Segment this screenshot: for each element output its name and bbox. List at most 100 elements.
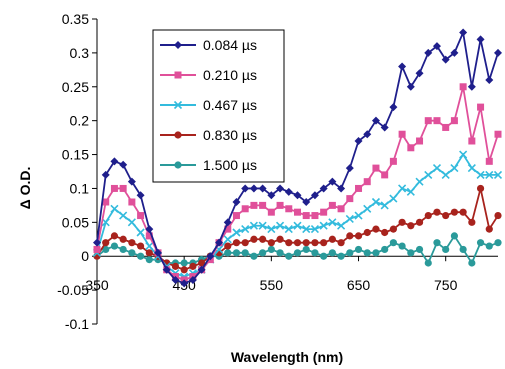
series-0-point [432, 42, 441, 51]
series-4-point [381, 245, 389, 254]
series-3-point [189, 262, 197, 270]
series-1-point [450, 117, 458, 125]
series-0-point [467, 82, 476, 91]
series-2-point [328, 218, 337, 227]
series-0-point [267, 191, 276, 200]
series-0-point [145, 225, 154, 234]
series-3-point [424, 211, 432, 220]
series-0-point [371, 116, 380, 125]
series-4-point [485, 242, 493, 250]
x-tick-label: 750 [434, 277, 458, 293]
series-2-point [293, 221, 302, 230]
series-0-point [476, 35, 485, 44]
series-0-point [232, 198, 241, 206]
series-2-point [101, 218, 110, 227]
series-2-point [459, 150, 468, 159]
legend-swatch-point [174, 161, 182, 169]
series-1-point [389, 157, 397, 165]
series-1-point [294, 208, 301, 216]
y-tick-label: 0.05 [62, 214, 89, 230]
y-tick-label: 0.35 [62, 11, 89, 27]
y-axis-title: Δ O.D. [17, 167, 33, 210]
series-1-point [346, 195, 354, 203]
series-0-point [110, 157, 119, 166]
series-2-point [275, 221, 285, 230]
series-3-point [459, 208, 467, 216]
series-2-point [241, 225, 250, 234]
series-2-point [476, 170, 485, 179]
series-4-point [424, 259, 432, 267]
series-2-point [319, 221, 328, 230]
series-2-point [249, 221, 258, 230]
y-tick-label: -0.05 [57, 282, 89, 298]
series-0-point [302, 198, 311, 206]
series-4-point [180, 259, 188, 267]
y-tick-label: 0.3 [70, 45, 90, 61]
y-tick-label: 0.25 [62, 79, 89, 95]
series-4-point [372, 249, 380, 257]
series-3-point [102, 239, 110, 247]
series-3-point [337, 239, 345, 247]
series-3-point [232, 239, 241, 247]
legend-label: 0.210 µs [203, 67, 257, 83]
series-2-point [310, 225, 320, 234]
series-4-point [389, 239, 397, 247]
y-tick-label: 0.15 [62, 147, 89, 163]
series-0-point [380, 123, 389, 132]
series-2-point [406, 187, 415, 196]
series-0-point [93, 238, 101, 247]
series-2-point [441, 170, 450, 179]
series-1-point [128, 198, 136, 206]
series-0-point [389, 103, 398, 112]
series-0-point [188, 275, 197, 284]
y-tick-label: 0.2 [70, 113, 90, 129]
series-4-point [398, 242, 406, 250]
series-4-point [285, 252, 293, 260]
series-2-point [345, 214, 354, 224]
series-2-point [136, 228, 145, 237]
series-1-point [459, 83, 467, 91]
series-3-point [354, 232, 363, 240]
series-1-point [267, 208, 275, 216]
series-3-point [198, 259, 206, 267]
series-3-point [494, 211, 502, 220]
series-0-point [494, 48, 502, 57]
legend-label: 1.500 µs [203, 157, 257, 173]
series-4-point [241, 249, 249, 257]
series-4-point [320, 252, 328, 260]
series-0-point [459, 28, 468, 37]
series-2-point [450, 164, 459, 173]
x-tick-label: 650 [347, 277, 371, 293]
legend-swatch-point [174, 41, 182, 49]
series-3-point [389, 225, 397, 233]
series-1-point [224, 225, 232, 233]
series-2-point [119, 211, 128, 220]
series-2-point [467, 164, 476, 173]
series-0-point [136, 191, 145, 200]
series-1-point [468, 137, 476, 145]
legend-label: 0.084 µs [203, 37, 257, 53]
series-3-point [476, 184, 485, 193]
series-3-point [259, 235, 267, 243]
series-2-point [389, 194, 398, 203]
series-0-point [450, 48, 459, 57]
series-4-point [293, 249, 302, 257]
series-3-point [145, 249, 153, 257]
series-3-point [276, 235, 284, 243]
series-4-point [346, 249, 354, 257]
series-1-point [363, 178, 371, 186]
series-1-point [302, 212, 310, 220]
series-0-point [249, 184, 258, 193]
series-1-point [424, 117, 432, 125]
series-0-point [180, 279, 189, 288]
series-0-point [206, 252, 215, 261]
series-0-point [363, 130, 372, 139]
series-2-point [127, 218, 136, 227]
series-4-point [259, 249, 267, 257]
series-1-point [259, 201, 267, 209]
series-1-point [102, 198, 110, 206]
series-3-point [136, 242, 145, 250]
series-1-point [93, 245, 101, 253]
legend-label: 0.467 µs [203, 97, 257, 113]
x-tick-label: 350 [85, 277, 109, 293]
